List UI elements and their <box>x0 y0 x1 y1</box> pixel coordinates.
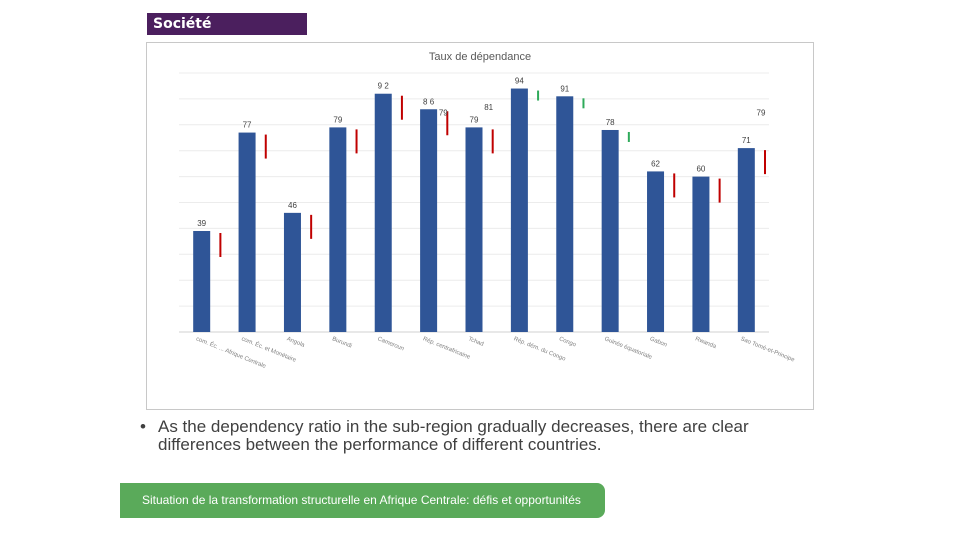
tick-label: Burundi <box>331 336 352 349</box>
chart-container: Taux de dépendance 39 com. Éc. ... Afriqu… <box>146 42 814 410</box>
bullet-marker: • <box>140 417 146 436</box>
tick-label: Tchad <box>467 336 484 348</box>
bar <box>556 96 574 332</box>
data-label: 62 <box>651 159 660 168</box>
bar <box>283 212 301 332</box>
data-label: 79 <box>470 115 479 124</box>
data-label: 79 <box>333 115 342 124</box>
annotation-label: 81 <box>484 103 493 112</box>
tick-label: Cameroun <box>376 336 404 352</box>
tick-label: Sao Tomé-et-Principe <box>740 336 796 363</box>
data-label: 39 <box>197 219 206 228</box>
tick-label: Rwanda <box>694 336 717 350</box>
data-label: 71 <box>742 136 751 145</box>
bar <box>692 176 710 332</box>
bar <box>647 171 665 332</box>
bar <box>465 127 483 332</box>
tick-label: Rép. centrafricaine <box>422 336 472 361</box>
tick-label: Congo <box>558 336 577 348</box>
bullet-text: As the dependency ratio in the sub-regio… <box>158 417 749 454</box>
bar <box>737 148 755 332</box>
bar <box>374 93 392 332</box>
data-label: 46 <box>288 201 297 210</box>
data-label: 60 <box>696 165 705 174</box>
bar <box>420 109 438 332</box>
tick-label: Gabon <box>649 336 668 348</box>
data-label: 78 <box>606 118 615 127</box>
annotation-label: 79 <box>439 108 448 117</box>
data-label: 91 <box>560 84 569 93</box>
footer-banner: Situation de la transformation structure… <box>120 483 605 518</box>
data-label: 8 6 <box>423 97 435 106</box>
chart-title: Taux de dépendance <box>428 51 532 63</box>
data-label: 9 2 <box>378 82 390 91</box>
annotation-label: 79 <box>757 108 766 117</box>
section-header: Société <box>147 13 307 35</box>
bar <box>238 132 256 332</box>
bar <box>510 88 528 332</box>
bar <box>329 127 347 332</box>
tick-label: Angola <box>286 336 306 349</box>
tick-label: com. Éc. ... Afrique Centrale <box>195 335 267 370</box>
bullet-point: • As the dependency ratio in the sub-reg… <box>140 418 820 454</box>
data-label: 94 <box>515 77 524 86</box>
tick-label: Guinée équatoriale <box>603 336 653 361</box>
bar <box>193 230 211 332</box>
bar <box>601 129 619 332</box>
data-label: 77 <box>243 121 252 130</box>
